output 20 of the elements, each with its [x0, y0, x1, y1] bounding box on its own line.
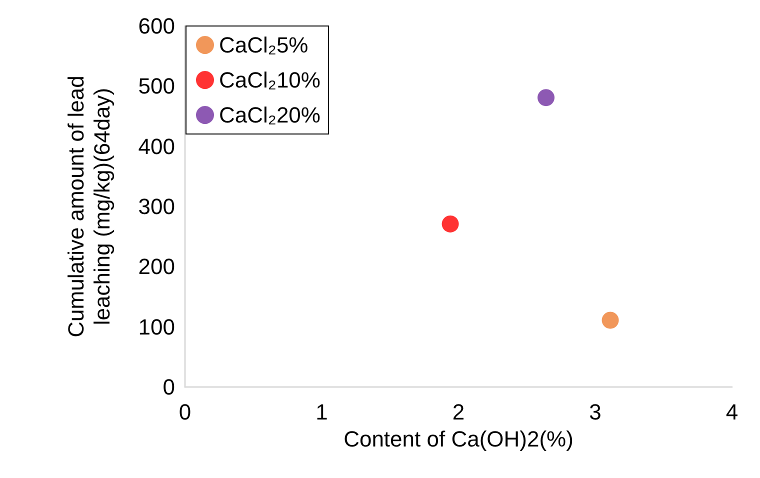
y-axis-title: Cumulative amount of lead leaching (mg/kg)(64day)	[64, 76, 114, 338]
x-tick-label: 1	[316, 400, 328, 424]
x-tick-label: 2	[452, 400, 465, 424]
legend-label: CaCl₂20%	[219, 102, 320, 128]
point	[538, 89, 555, 106]
x-tick-label: 3	[589, 400, 602, 424]
legend-label: CaCl₂10%	[219, 68, 320, 92]
point	[602, 312, 619, 329]
y-tick-label: 100	[138, 314, 175, 340]
y-tick-label: 200	[138, 254, 175, 280]
x-axis-title: Content of Ca(OH)2(%)	[344, 426, 574, 452]
y-tick-label: 500	[138, 74, 175, 99]
point	[442, 215, 459, 232]
x-tick-label: 4	[726, 400, 738, 424]
y-tick-label: 600	[138, 14, 175, 38]
y-tick-label: 400	[138, 134, 175, 159]
x-tick-label: 0	[178, 400, 192, 424]
y-tick-label: 0	[162, 374, 175, 400]
y-tick-label: 300	[138, 194, 175, 219]
legend-label: CaCl₂5%	[219, 32, 308, 58]
